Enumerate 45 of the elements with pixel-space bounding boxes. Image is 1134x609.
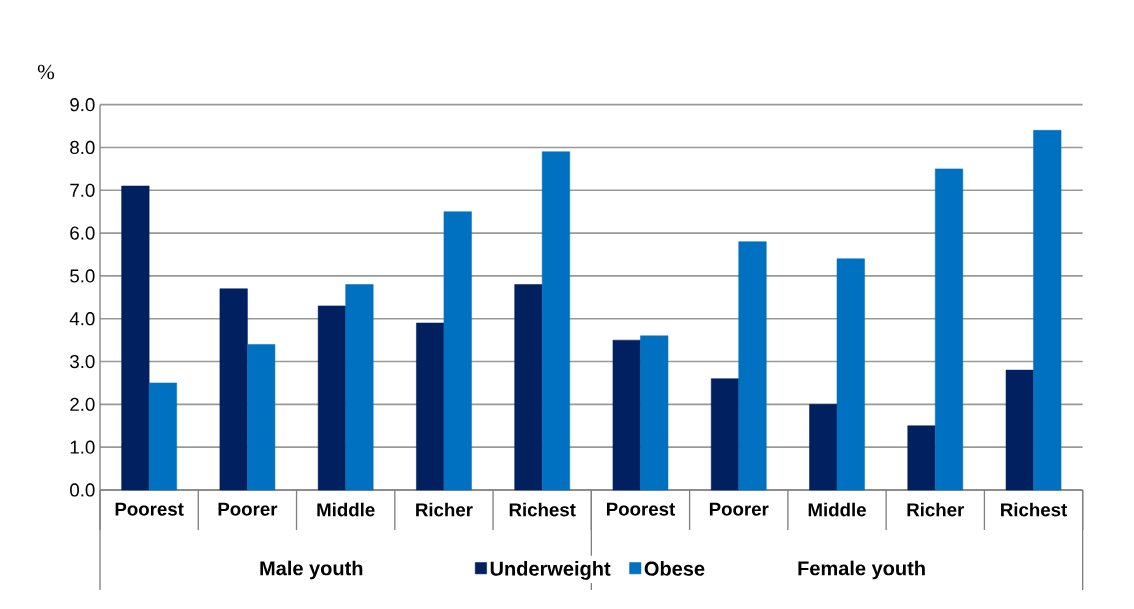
y-tick-label: 9.0	[70, 98, 95, 112]
bar	[345, 284, 374, 491]
text: Male youth	[260, 560, 363, 580]
bar	[1005, 369, 1034, 491]
bar	[612, 339, 641, 491]
bar	[148, 382, 177, 491]
bar	[317, 305, 346, 491]
bar	[416, 322, 445, 491]
bar	[640, 335, 669, 491]
y-tick-label: 8.0	[70, 140, 95, 155]
x-tick-label: Poorest	[606, 502, 675, 516]
y-tick-label: 5.0	[70, 269, 95, 283]
bar	[541, 151, 570, 491]
y-tick-label: 4.0	[69, 312, 95, 326]
bar	[836, 258, 865, 491]
y-tick-label: 1.0	[70, 440, 95, 454]
bar	[514, 284, 543, 491]
x-tick-label: Middle	[317, 502, 375, 517]
bar	[935, 168, 964, 491]
y-tick-label: 7.0	[70, 183, 95, 197]
bar	[247, 344, 276, 491]
x-tick-label: Poorer	[218, 502, 278, 516]
legend-label: Obese	[644, 561, 705, 576]
y-tick-label: 3.0	[70, 354, 95, 369]
x-tick-label: Poorest	[115, 502, 184, 516]
bar	[738, 241, 767, 491]
bar	[443, 211, 472, 491]
bar	[121, 185, 150, 491]
bar	[1033, 130, 1062, 491]
x-tick-label: Poorer	[709, 502, 769, 516]
bar	[809, 404, 838, 491]
x-tick-label: Richer	[907, 502, 965, 517]
x-tick-label: Middle	[808, 502, 866, 517]
legend-label: Underweight	[490, 561, 611, 580]
bar	[710, 378, 740, 491]
x-tick-label: Richest	[1001, 502, 1068, 517]
y-tick-label: 2.0	[70, 397, 95, 411]
bar	[219, 288, 248, 491]
y-tick-label: 6.0	[70, 226, 95, 240]
y-tick-label: 0.0	[70, 483, 95, 497]
x-tick-label: Richer	[416, 502, 473, 517]
x-tick-label: Richest	[509, 502, 576, 517]
text: Female youth	[798, 560, 925, 580]
y-axis-title: %	[37, 64, 55, 80]
bar	[907, 425, 936, 491]
